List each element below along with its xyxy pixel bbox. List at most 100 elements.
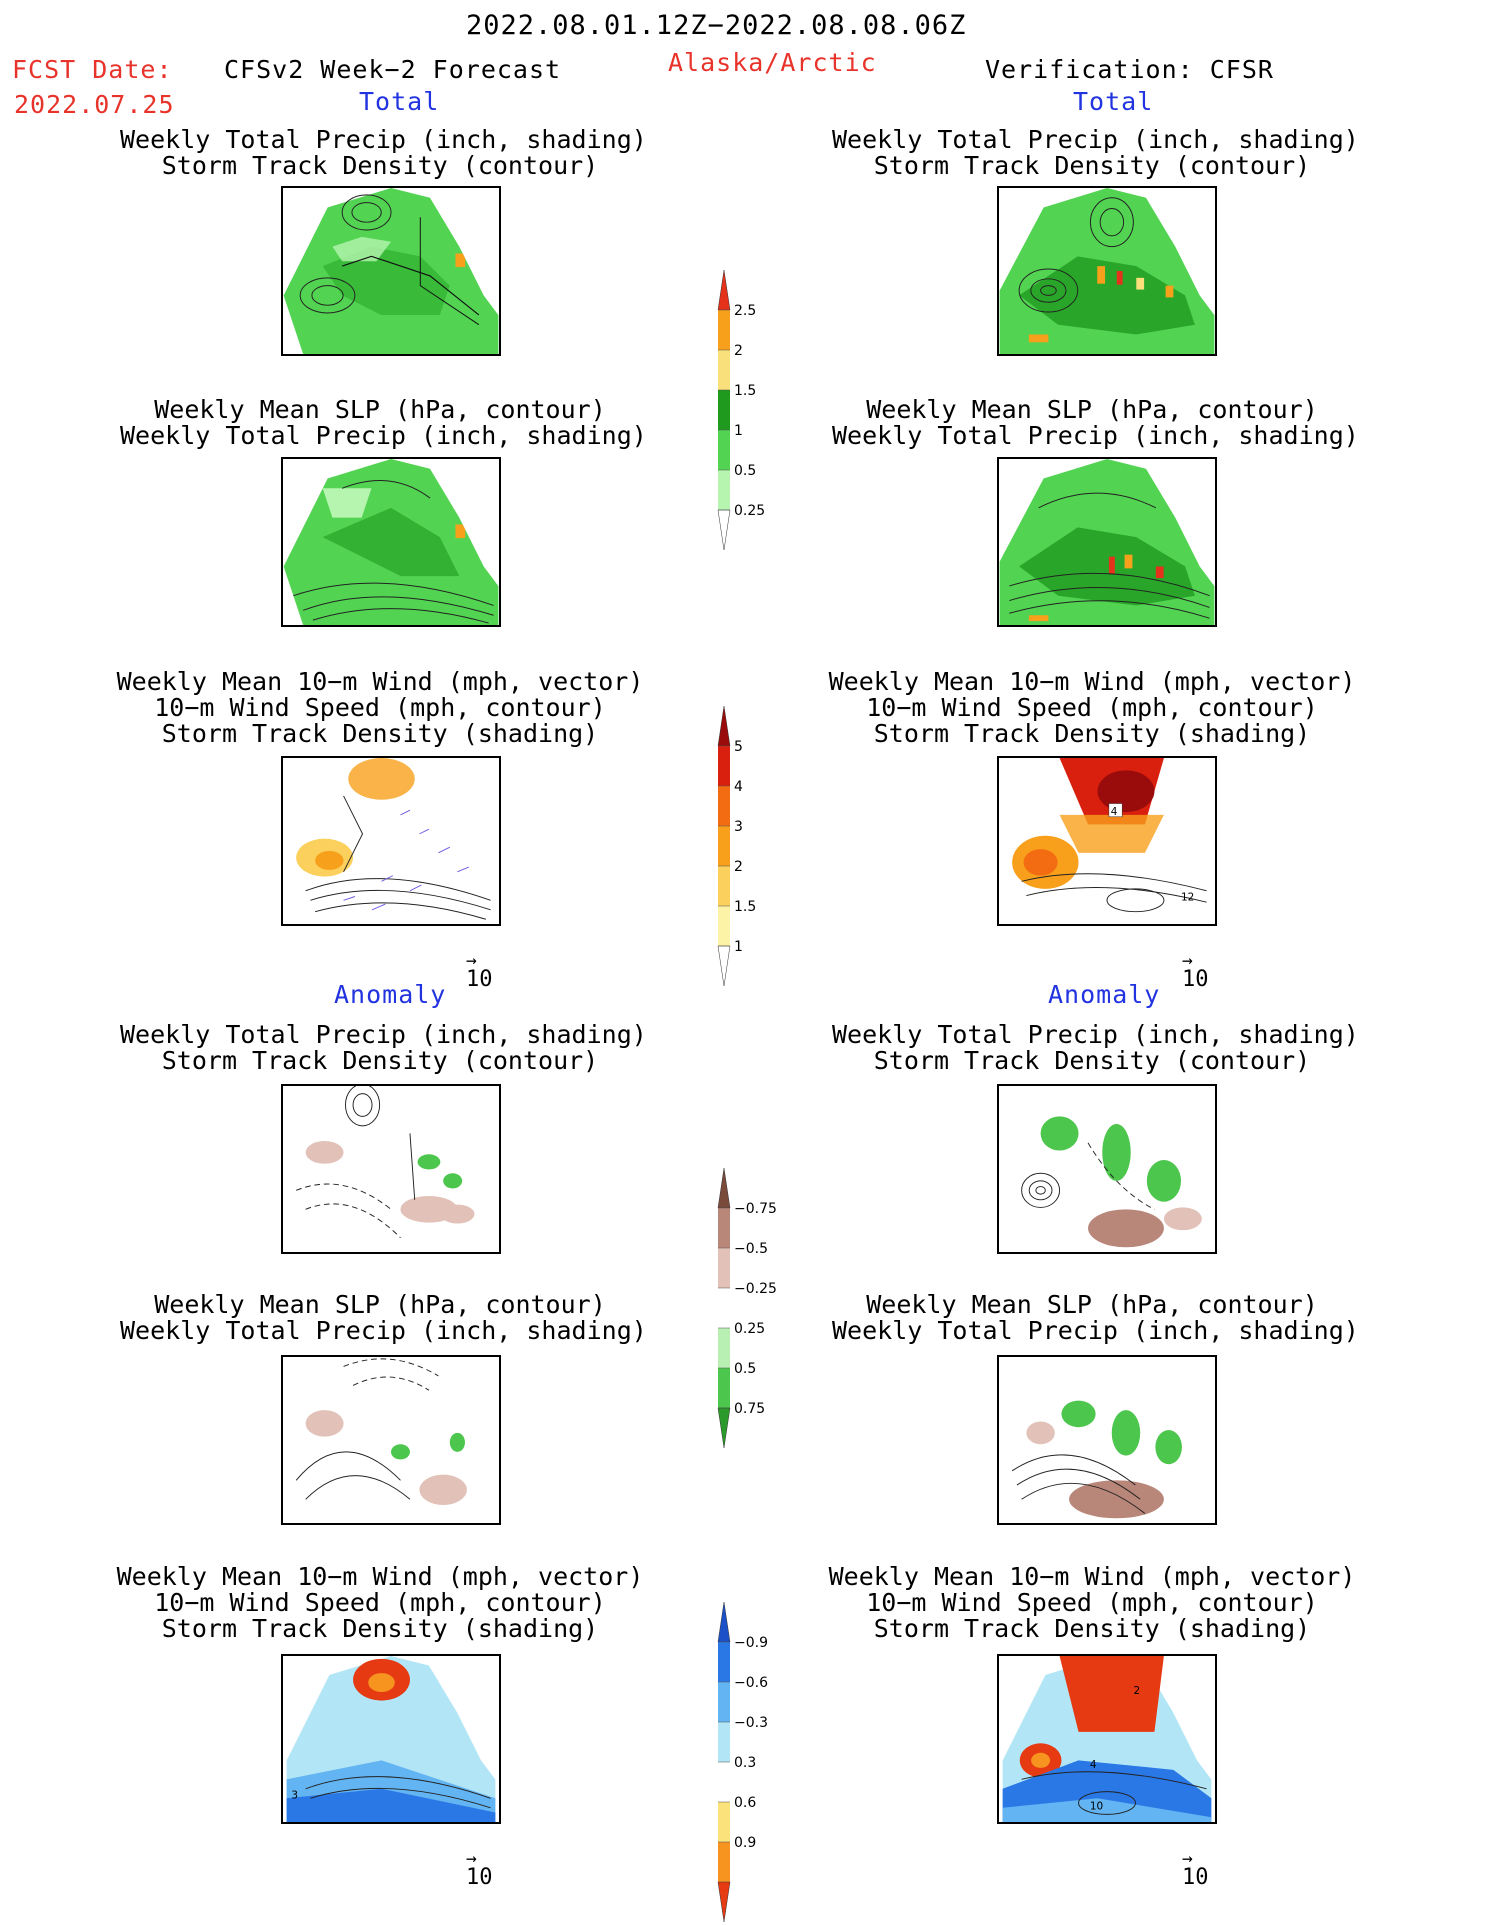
colorbar-precip-anom: −0.75 −0.5 −0.25 0.25 0.5 0.75 <box>717 1167 798 1449</box>
region-title: Alaska/Arctic <box>668 48 877 77</box>
colorbar-swatch <box>718 866 730 906</box>
map-graphic <box>999 459 1215 625</box>
colorbar-label: 4 <box>734 779 743 795</box>
colorbar-label: 1.5 <box>734 383 756 399</box>
map-cfsr-precip-anom <box>997 1084 1217 1254</box>
date-range-title: 2022.08.01.12Z−2022.08.08.06Z <box>466 10 967 41</box>
colorbar-swatch <box>718 470 730 510</box>
colorbar-swatch <box>717 945 731 987</box>
vector-reference-fcst-total: → 10 <box>466 950 493 992</box>
colorbar-precip-total: 2.5 2 1.5 1 0.5 0.25 <box>717 269 798 551</box>
colorbar-swatch <box>717 705 731 747</box>
colorbar-label: −0.9 <box>734 1635 768 1651</box>
colorbar-label: 0.6 <box>734 1795 756 1811</box>
map-fcst-precip-anom <box>281 1084 501 1254</box>
colorbar-label: 2 <box>734 343 743 359</box>
title-fcst-slp-total: Weekly Mean SLP (hPa, contour) Weekly To… <box>120 395 647 450</box>
section-total-right: Total <box>1073 87 1154 116</box>
colorbar-label: −0.5 <box>734 1241 768 1257</box>
colorbar-graphic: −0.75 −0.5 −0.25 0.25 0.5 0.75 <box>717 1167 777 1449</box>
colorbar-label: 0.5 <box>734 1361 756 1377</box>
map-fcst-wind-total <box>281 756 501 926</box>
colorbar-label: 2 <box>734 859 743 875</box>
colorbar-swatch <box>718 826 730 866</box>
map-fcst-precip-total <box>281 186 501 356</box>
title-fcst-wind-anom: Weekly Mean 10−m Wind (mph, vector) 10−m… <box>116 1562 644 1643</box>
map-graphic <box>999 188 1215 354</box>
colorbar-label: 0.9 <box>734 1835 756 1851</box>
colorbar-swatch <box>718 1328 730 1368</box>
colorbar-swatch <box>718 350 730 390</box>
colorbar-swatch <box>718 1722 730 1762</box>
colorbar-swatch <box>717 1167 731 1209</box>
colorbar-swatch <box>718 1642 730 1682</box>
section-total-left: Total <box>359 87 440 116</box>
contour-label: 2 <box>1134 1685 1141 1697</box>
contour-label: 4 <box>1111 806 1118 818</box>
colorbar-swatch <box>717 1407 731 1449</box>
colorbar-graphic: 2.5 2 1.5 1 0.5 0.25 <box>717 269 765 551</box>
contour-label: 4 <box>1090 1759 1097 1771</box>
title-fcst-slp-anom: Weekly Mean SLP (hPa, contour) Weekly To… <box>120 1290 647 1345</box>
fcst-date-label: FCST Date: <box>12 55 173 84</box>
title-cfsr-wind-total: Weekly Mean 10−m Wind (mph, vector) 10−m… <box>828 667 1356 748</box>
contour-label: 3 <box>291 1789 298 1801</box>
colorbar-swatch <box>718 1208 730 1248</box>
colorbar-swatch <box>718 1802 730 1842</box>
colorbar-swatch <box>718 1288 730 1328</box>
section-anomaly-left: Anomaly <box>334 980 447 1009</box>
title-cfsr-slp-total: Weekly Mean SLP (hPa, contour) Weekly To… <box>832 395 1359 450</box>
colorbar-label: 1.5 <box>734 899 756 915</box>
colorbar-swatch <box>717 509 731 551</box>
map-graphic <box>1021 1116 1202 1248</box>
contour-label: 12 <box>1181 891 1194 903</box>
colorbar-label: −0.6 <box>734 1675 768 1691</box>
colorbar-graphic: −0.9 −0.6 −0.3 0.3 0.6 0.9 <box>717 1601 768 1923</box>
colorbar-label: 1 <box>734 939 743 955</box>
forecast-title: CFSv2 Week−2 Forecast <box>224 55 562 84</box>
colorbar-storm-anom: −0.9 −0.6 −0.3 0.3 0.6 0.9 <box>717 1601 798 1923</box>
colorbar-swatch <box>718 1248 730 1288</box>
title-cfsr-slp-anom: Weekly Mean SLP (hPa, contour) Weekly To… <box>832 1290 1359 1345</box>
title-cfsr-precip-total: Weekly Total Precip (inch, shading) Stor… <box>832 125 1359 180</box>
vector-reference-fcst-anom: → 10 <box>466 1848 493 1890</box>
colorbar-swatch <box>718 1842 730 1882</box>
map-cfsr-slp-total <box>997 457 1217 627</box>
colorbar-swatch <box>718 746 730 786</box>
colorbar-label: 3 <box>734 819 743 835</box>
verification-title: Verification: CFSR <box>985 55 1274 84</box>
section-anomaly-right: Anomaly <box>1048 980 1161 1009</box>
vector-reference-cfsr-total: → 10 <box>1182 950 1209 992</box>
map-fcst-wind-anom: 3 <box>281 1654 501 1824</box>
vector-reference-cfsr-anom: → 10 <box>1182 1848 1209 1890</box>
map-graphic: 2 4 10 <box>1002 1656 1212 1822</box>
colorbar-swatch <box>717 1881 731 1923</box>
map-graphic <box>296 758 491 920</box>
title-fcst-precip-total: Weekly Total Precip (inch, shading) Stor… <box>120 125 647 180</box>
map-graphic <box>1011 1400 1182 1519</box>
map-graphic: 3 <box>286 1656 496 1822</box>
title-cfsr-wind-anom: Weekly Mean 10−m Wind (mph, vector) 10−m… <box>828 1562 1356 1643</box>
title-fcst-precip-anom: Weekly Total Precip (inch, shading) Stor… <box>120 1020 647 1075</box>
colorbar-swatch <box>718 906 730 946</box>
colorbar-label: −0.75 <box>734 1201 777 1217</box>
colorbar-swatch <box>718 1368 730 1408</box>
colorbar-swatch <box>717 1601 731 1643</box>
colorbar-label: −0.25 <box>734 1281 777 1297</box>
colorbar-graphic: 5 4 3 2 1.5 1 <box>717 705 756 987</box>
colorbar-label: 0.25 <box>734 503 765 519</box>
colorbar-label: 0.75 <box>734 1401 765 1417</box>
title-fcst-wind-total: Weekly Mean 10−m Wind (mph, vector) 10−m… <box>116 667 644 748</box>
fcst-date-value: 2022.07.25 <box>14 90 175 119</box>
colorbar-swatch <box>718 310 730 350</box>
map-graphic: 4 12 <box>1012 758 1207 913</box>
map-cfsr-precip-total <box>997 186 1217 356</box>
colorbar-swatch <box>717 269 731 311</box>
colorbar-label: 0.5 <box>734 463 756 479</box>
map-graphic <box>283 188 499 354</box>
title-cfsr-precip-anom: Weekly Total Precip (inch, shading) Stor… <box>832 1020 1359 1075</box>
map-cfsr-wind-anom: 2 4 10 <box>997 1654 1217 1824</box>
map-cfsr-wind-total: 4 12 <box>997 756 1217 926</box>
map-fcst-slp-anom <box>281 1355 501 1525</box>
colorbar-label: −0.3 <box>734 1715 768 1731</box>
